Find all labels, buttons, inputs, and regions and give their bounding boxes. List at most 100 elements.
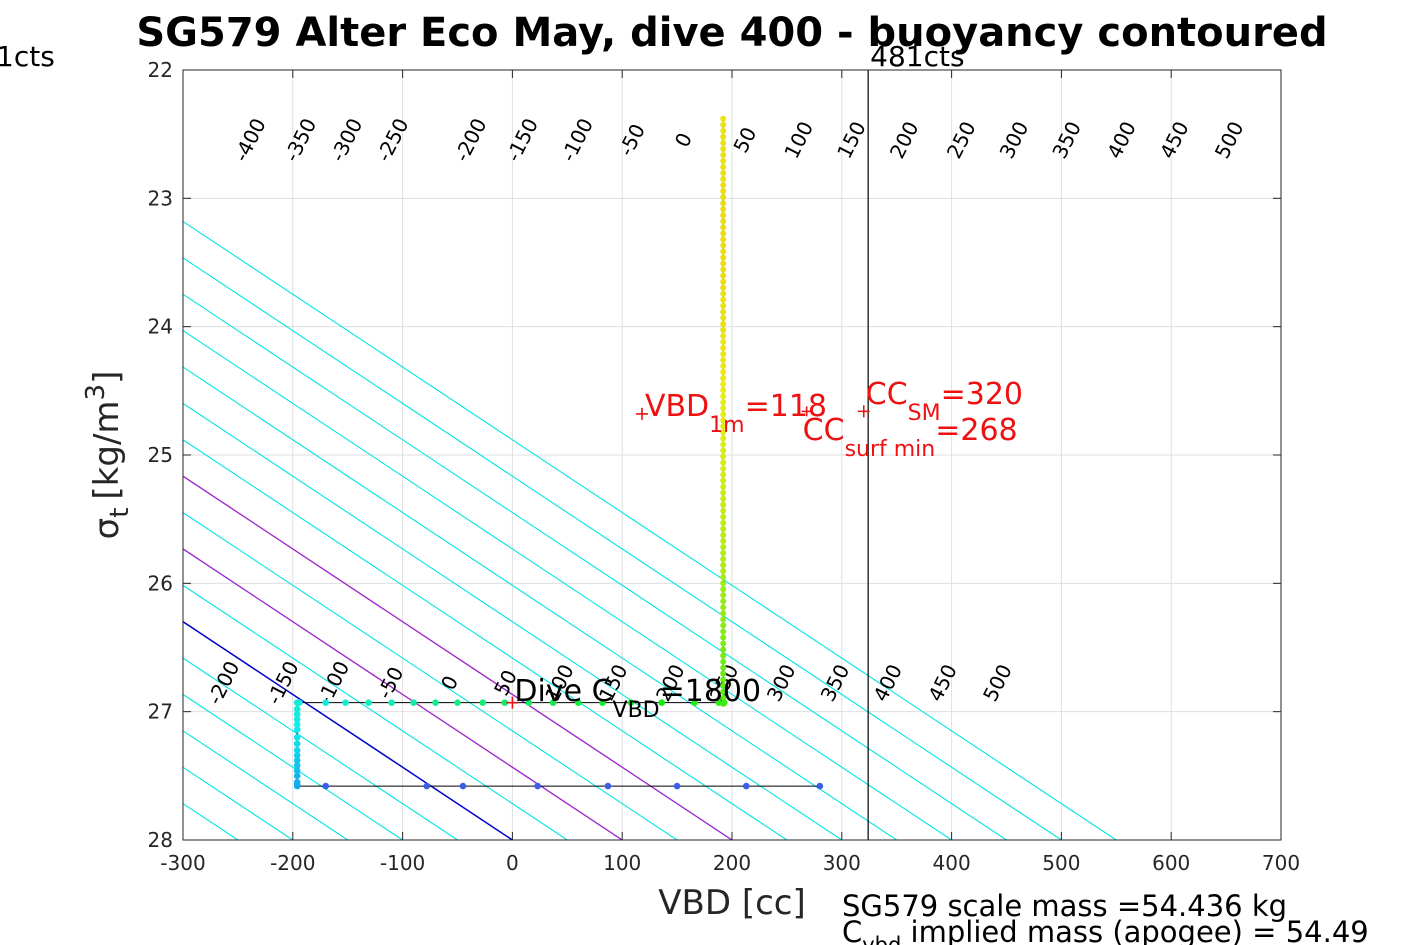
data-point	[720, 435, 727, 442]
data-point	[742, 782, 750, 790]
contour-label: 500	[1210, 117, 1249, 162]
data-point	[720, 332, 727, 339]
contour-label: -250	[371, 114, 413, 165]
marker-plus	[506, 696, 519, 709]
contour-label: 450	[923, 660, 962, 705]
data-point	[293, 762, 301, 769]
left-counts-label: 1cts	[0, 40, 55, 73]
data-point	[720, 157, 727, 164]
data-point	[721, 699, 728, 706]
data-point	[293, 767, 301, 774]
data-point	[720, 525, 727, 532]
data-point	[293, 734, 301, 741]
contour-label: -50	[614, 120, 650, 160]
data-point	[720, 200, 727, 207]
data-point	[720, 115, 727, 122]
data-point	[720, 544, 727, 551]
marker-plus	[801, 406, 812, 417]
contour-label: -300	[325, 114, 367, 165]
y-axis-subscript: t	[105, 508, 135, 518]
annotation-label: Dive CVBD=1800	[514, 674, 761, 723]
data-point	[454, 699, 461, 706]
data-point	[720, 164, 727, 171]
dive-points	[293, 115, 824, 790]
y-axis-symbol: σ	[87, 518, 127, 540]
contour-line	[183, 293, 1007, 840]
data-point	[720, 272, 727, 279]
data-point	[720, 465, 727, 472]
data-point	[293, 726, 301, 733]
contour-line-highlight	[183, 475, 733, 840]
buoyancy-contours	[0, 70, 1117, 840]
data-point	[720, 628, 727, 635]
data-point	[720, 592, 727, 599]
data-point	[720, 248, 727, 255]
y-tick-label: 26	[148, 571, 173, 595]
data-point	[720, 375, 727, 382]
data-point	[720, 182, 727, 189]
data-point	[720, 694, 727, 701]
contour-line	[183, 220, 1117, 840]
data-point	[574, 699, 582, 706]
contour-label: 400	[868, 660, 907, 705]
data-point	[720, 658, 727, 665]
data-point	[715, 699, 723, 706]
data-point	[720, 640, 727, 647]
data-point	[720, 423, 727, 430]
y-tick-label: 25	[148, 443, 173, 467]
data-point	[720, 664, 727, 671]
data-point	[720, 127, 727, 134]
contour-label: 300	[762, 660, 801, 705]
x-tick-label: 100	[603, 851, 641, 875]
contour-label: -350	[279, 114, 321, 165]
data-point	[720, 483, 727, 490]
data-point	[673, 782, 681, 790]
data-point	[720, 513, 727, 520]
x-tick-label: 300	[823, 851, 861, 875]
x-tick-label: 700	[1262, 851, 1300, 875]
data-point	[410, 699, 417, 706]
contour-line	[183, 511, 678, 840]
chart-title: SG579 Alter Eco May, dive 400 - buoyancy…	[136, 10, 1327, 56]
contour-label: -150	[501, 114, 543, 165]
data-point	[293, 721, 301, 728]
data-point	[720, 296, 727, 303]
y-tick-label: 27	[148, 700, 173, 724]
data-point	[720, 568, 727, 575]
data-point	[720, 634, 727, 641]
y-axis-label: σt [kg/m3]	[81, 371, 135, 540]
data-point	[720, 338, 727, 345]
annotation-label: CCSM=320	[866, 377, 1023, 426]
data-point	[720, 537, 727, 544]
contour-label: 0	[436, 672, 463, 694]
y-axis-unit: [kg/m	[87, 400, 127, 499]
data-point	[720, 206, 727, 213]
data-point	[720, 121, 727, 128]
contour-label: -400	[229, 114, 271, 165]
data-point	[720, 194, 727, 201]
data-point	[720, 188, 727, 195]
data-point	[549, 699, 557, 706]
data-point	[720, 580, 727, 587]
axis-ticks: -300 -200 -100 0 100 200 300 400 500 600 700222324…	[148, 58, 1301, 875]
data-point	[720, 314, 727, 321]
x-tick-label: 200	[713, 851, 751, 875]
data-point	[293, 699, 301, 706]
contour-label: 150	[832, 117, 871, 162]
data-point	[293, 752, 301, 759]
x-tick-label: 600	[1152, 851, 1190, 875]
data-point	[293, 746, 301, 754]
data-point	[720, 260, 727, 267]
data-point	[720, 170, 727, 177]
data-point	[720, 254, 727, 261]
contour-line	[183, 366, 898, 840]
x-tick-label: -200	[270, 851, 315, 875]
data-point	[322, 782, 330, 790]
data-point	[720, 531, 727, 538]
contour-line	[0, 70, 18, 840]
data-point	[720, 393, 727, 400]
data-point	[720, 242, 727, 249]
data-point	[720, 519, 727, 526]
data-point	[293, 740, 301, 748]
